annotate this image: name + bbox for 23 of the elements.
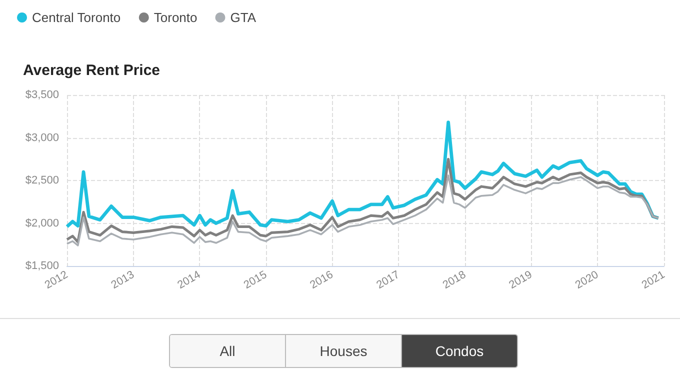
- x-tick-label: 2013: [109, 268, 136, 292]
- line-series: [65, 120, 660, 228]
- x-tick-label: 2016: [308, 268, 336, 292]
- text: Condos: [402, 335, 517, 367]
- legend-label: GTA: [230, 10, 256, 25]
- y-tick-label: $2,500: [25, 174, 59, 186]
- x-tick-label: 2017: [374, 268, 402, 292]
- x-tick-label: 2014: [176, 268, 203, 292]
- text: Houses: [286, 335, 402, 367]
- line-series: [66, 158, 660, 244]
- x-tick-label: 2015: [242, 268, 269, 292]
- legend-label: Toronto: [154, 10, 198, 25]
- y-tick-label: $3,500: [25, 89, 59, 101]
- text: All: [170, 335, 286, 367]
- y-tick-label: $3,000: [25, 132, 59, 144]
- chart-title: Average Rent Price: [23, 62, 160, 79]
- x-tick-label: 2021: [640, 268, 667, 292]
- x-tick-label: 2019: [507, 268, 534, 292]
- line-series: [66, 174, 660, 246]
- x-tick-label: 2018: [440, 268, 468, 292]
- x-tick-label: 2020: [573, 268, 601, 292]
- legend-label: Central Toronto: [32, 10, 121, 25]
- y-tick-label: $2,000: [25, 217, 59, 230]
